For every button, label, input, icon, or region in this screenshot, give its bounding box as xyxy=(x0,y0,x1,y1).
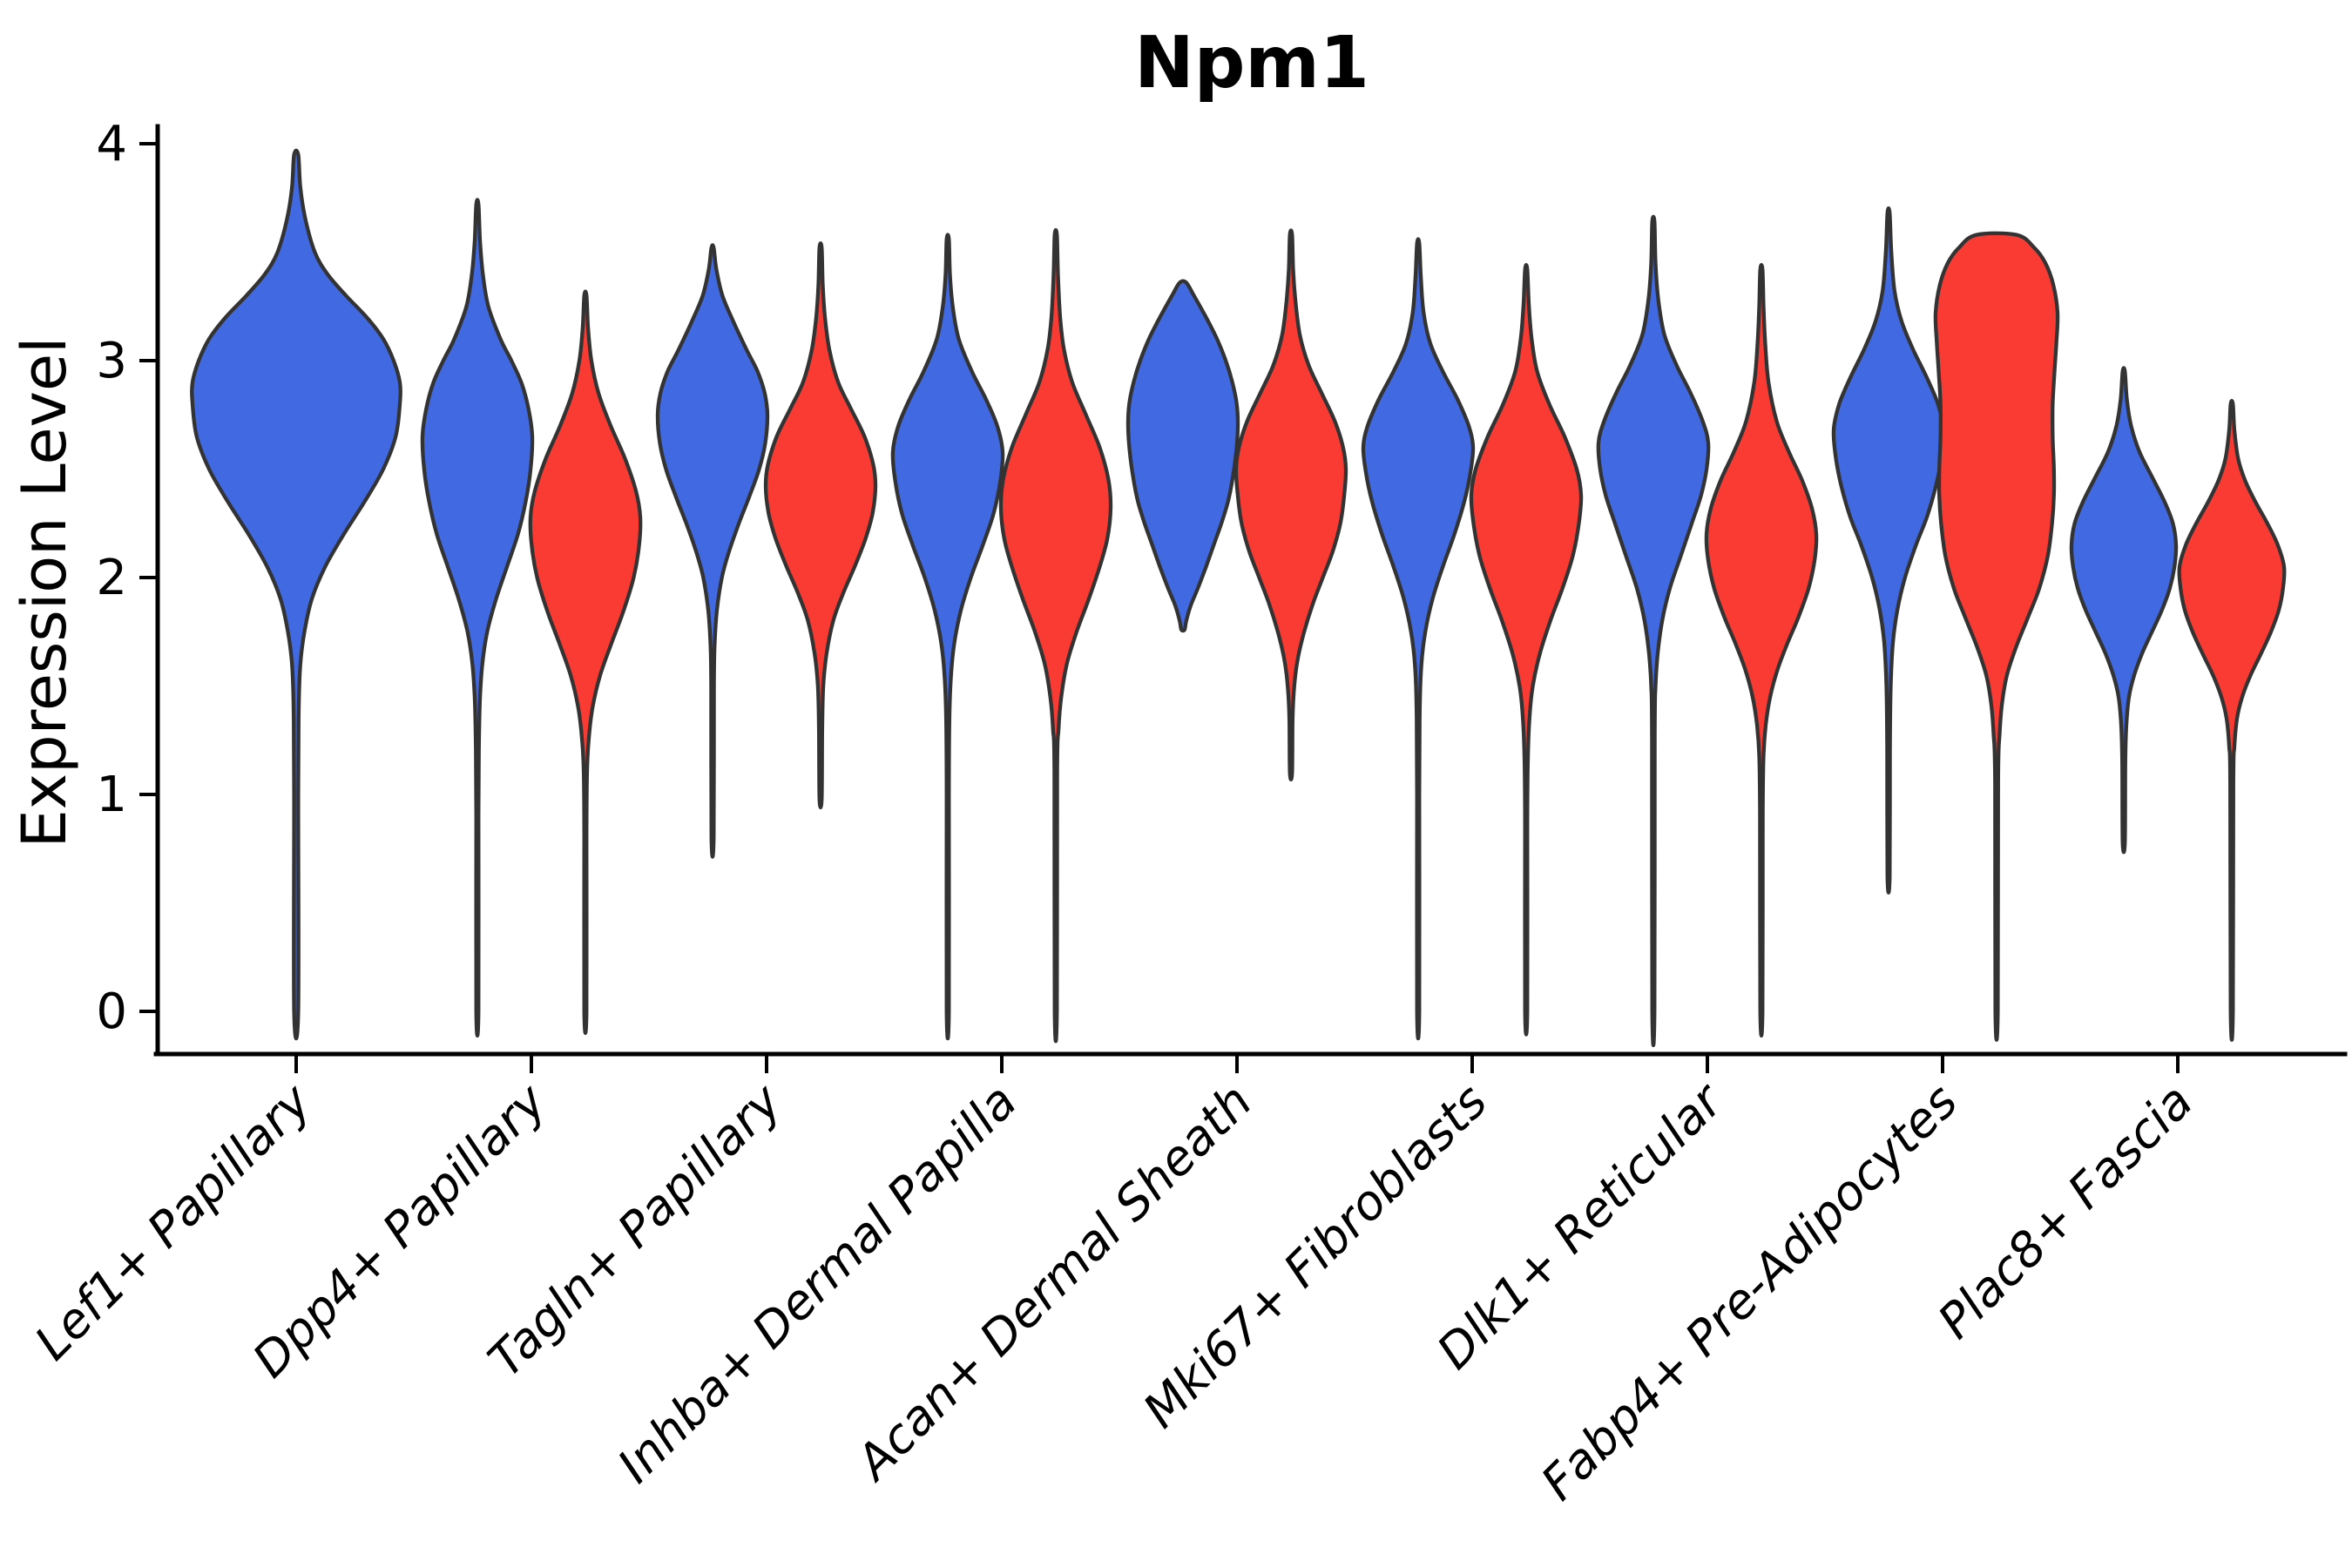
violin-dpp4-papillary-red xyxy=(528,289,643,1035)
y-axis-label: Expression Level xyxy=(9,336,80,848)
y-tick-label: 0 xyxy=(96,983,127,1040)
violin-inhba-dermal-papilla-blue xyxy=(890,233,1005,1041)
violins-layer xyxy=(190,148,2287,1047)
violin-mki67-fibroblasts-red xyxy=(1469,263,1584,1037)
violin-inhba-dermal-papilla-red xyxy=(998,227,1113,1044)
y-tick-label: 3 xyxy=(96,333,127,389)
x-tick-label-fabp4-pre-adipocytes: Fabp4+ Pre-Adipocytes xyxy=(1531,1073,1968,1511)
violin-fabp4-pre-adipocytes-blue xyxy=(1831,206,1946,895)
violin-tagln-papillary-blue xyxy=(655,243,770,859)
violin-dlk1-reticular-red xyxy=(1704,263,1819,1037)
violin-dpp4-papillary-blue xyxy=(420,198,535,1037)
x-tick-label-acan-dermal-sheath: Acan+ Dermal Sheath xyxy=(844,1073,1263,1492)
chart-title: Npm1 xyxy=(1134,22,1369,105)
x-tick-label-inhba-dermal-papilla: Inhba+ Dermal Papilla xyxy=(607,1073,1027,1493)
violin-mki67-fibroblasts-blue xyxy=(1361,237,1476,1041)
violin-fabp4-pre-adipocytes-red xyxy=(1933,231,2060,1042)
violin-plac8-fascia-red xyxy=(2177,398,2287,1042)
y-tick-label: 2 xyxy=(96,550,127,606)
violin-plac8-fascia-blue xyxy=(2069,366,2179,855)
x-tick-label-plac8-fascia: Plac8+ Fascia xyxy=(1927,1073,2203,1349)
violin-tagln-papillary-red xyxy=(763,241,878,810)
violin-acan-dermal-sheath-red xyxy=(1233,228,1348,782)
violin-dlk1-reticular-blue xyxy=(1596,214,1711,1047)
violin-lef1-papillary-blue xyxy=(190,148,402,1041)
y-tick-label: 4 xyxy=(96,116,127,172)
y-tick-label: 1 xyxy=(96,767,127,823)
violin-acan-dermal-sheath-blue xyxy=(1125,279,1240,633)
